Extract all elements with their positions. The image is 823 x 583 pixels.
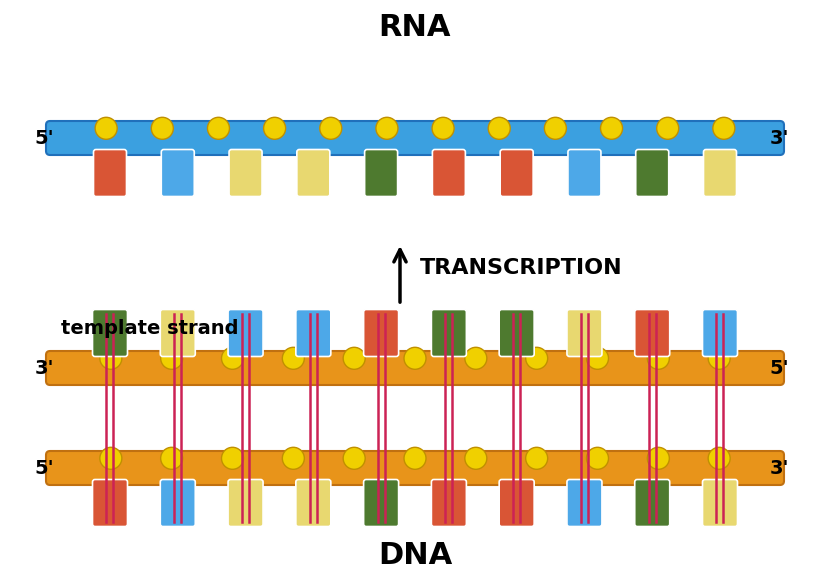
Circle shape [648,447,669,469]
Circle shape [708,447,730,469]
Circle shape [282,347,305,369]
FancyBboxPatch shape [46,351,784,385]
Text: 3': 3' [770,458,788,477]
FancyBboxPatch shape [365,149,398,196]
Circle shape [221,447,244,469]
Circle shape [713,117,735,139]
Text: 3': 3' [35,359,53,378]
FancyBboxPatch shape [229,149,262,196]
Circle shape [207,117,230,139]
FancyBboxPatch shape [704,149,737,196]
Circle shape [432,117,454,139]
FancyBboxPatch shape [364,479,398,526]
Circle shape [587,447,608,469]
Circle shape [160,447,183,469]
FancyBboxPatch shape [295,310,331,356]
Circle shape [601,117,622,139]
Circle shape [465,347,487,369]
FancyBboxPatch shape [431,310,467,356]
Circle shape [263,117,286,139]
Circle shape [587,347,608,369]
FancyBboxPatch shape [567,479,602,526]
Circle shape [320,117,342,139]
FancyBboxPatch shape [635,479,670,526]
Circle shape [657,117,679,139]
Circle shape [404,347,426,369]
Circle shape [708,347,730,369]
FancyBboxPatch shape [46,451,784,485]
Circle shape [544,117,566,139]
Circle shape [100,447,122,469]
FancyBboxPatch shape [160,310,195,356]
FancyBboxPatch shape [703,479,737,526]
Circle shape [95,117,117,139]
Circle shape [343,347,365,369]
Circle shape [151,117,174,139]
Text: TRANSCRIPTION: TRANSCRIPTION [420,258,623,278]
Circle shape [282,447,305,469]
FancyBboxPatch shape [160,479,195,526]
Circle shape [488,117,510,139]
Text: 3': 3' [770,128,788,147]
Circle shape [526,347,547,369]
FancyBboxPatch shape [94,149,127,196]
Circle shape [648,347,669,369]
Circle shape [376,117,398,139]
FancyBboxPatch shape [295,479,331,526]
FancyBboxPatch shape [228,310,263,356]
Circle shape [100,347,122,369]
FancyBboxPatch shape [92,479,128,526]
FancyBboxPatch shape [297,149,330,196]
FancyBboxPatch shape [500,310,534,356]
Circle shape [404,447,426,469]
FancyBboxPatch shape [635,310,670,356]
FancyBboxPatch shape [703,310,737,356]
FancyBboxPatch shape [500,479,534,526]
Circle shape [160,347,183,369]
Text: 5': 5' [770,359,788,378]
FancyBboxPatch shape [161,149,194,196]
Circle shape [465,447,487,469]
FancyBboxPatch shape [432,149,465,196]
Text: DNA: DNA [378,540,452,570]
Text: 5': 5' [35,458,53,477]
FancyBboxPatch shape [228,479,263,526]
FancyBboxPatch shape [568,149,601,196]
FancyBboxPatch shape [635,149,669,196]
Circle shape [526,447,547,469]
Text: RNA: RNA [379,13,451,43]
FancyBboxPatch shape [500,149,533,196]
Circle shape [221,347,244,369]
Text: 5': 5' [35,128,53,147]
FancyBboxPatch shape [567,310,602,356]
FancyBboxPatch shape [92,310,128,356]
Text: template strand: template strand [61,318,239,338]
FancyBboxPatch shape [431,479,467,526]
Circle shape [343,447,365,469]
FancyBboxPatch shape [364,310,398,356]
FancyBboxPatch shape [46,121,784,155]
